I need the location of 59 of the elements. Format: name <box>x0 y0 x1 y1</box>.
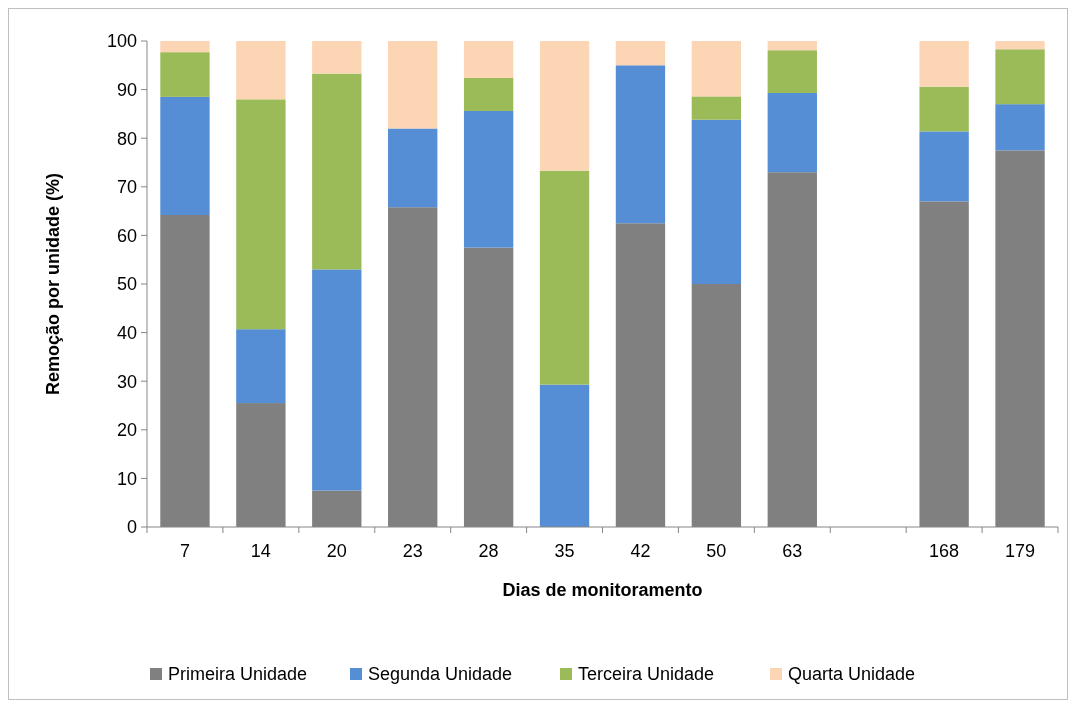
bar <box>995 49 1045 105</box>
bar <box>160 52 210 97</box>
y-tick-label: 90 <box>116 79 137 100</box>
y-tick-label: 60 <box>116 225 137 246</box>
bar <box>691 41 742 97</box>
legend-label: Primeira Unidade <box>168 664 308 685</box>
x-tick-label: 23 <box>402 541 423 561</box>
bar <box>236 99 286 330</box>
bar <box>919 41 969 87</box>
bar <box>463 110 514 248</box>
x-tick-label: 63 <box>782 541 803 561</box>
y-tick-label: 80 <box>116 128 137 149</box>
bar <box>691 96 742 120</box>
y-tick-label: 50 <box>116 274 137 295</box>
y-tick-label: 100 <box>106 31 137 52</box>
x-tick-label: 50 <box>706 541 727 561</box>
bar <box>312 269 362 491</box>
bar <box>767 50 817 93</box>
bar <box>539 170 590 385</box>
bar <box>767 93 817 173</box>
bar <box>312 73 362 270</box>
y-tick-label: 10 <box>116 468 137 489</box>
bar <box>236 329 286 404</box>
x-tick-label: 14 <box>250 541 271 561</box>
legend-label: Terceira Unidade <box>578 664 715 685</box>
bar <box>539 384 590 527</box>
x-tick-label: 20 <box>326 541 347 561</box>
x-tick-label: 179 <box>1005 541 1036 561</box>
bar <box>160 96 210 215</box>
bar <box>312 41 362 74</box>
bar <box>995 41 1045 50</box>
bar <box>539 41 590 171</box>
bar <box>995 104 1045 151</box>
x-tick-label: 28 <box>478 541 499 561</box>
bar <box>615 41 666 66</box>
x-axis-title: Dias de monitoramento <box>502 580 703 600</box>
bar <box>160 41 210 53</box>
bar <box>767 41 817 51</box>
bar <box>691 119 742 284</box>
x-tick-label: 42 <box>630 541 651 561</box>
y-tick-label: 70 <box>116 177 137 198</box>
x-tick-label: 7 <box>179 541 190 561</box>
bar <box>463 41 514 78</box>
y-tick-label: 40 <box>116 322 137 343</box>
bar <box>615 65 666 224</box>
bar <box>919 131 969 202</box>
bar <box>919 86 969 132</box>
y-tick-label: 20 <box>116 420 137 441</box>
bar <box>388 41 438 129</box>
bar <box>236 41 286 100</box>
bar <box>388 128 438 208</box>
x-tick-label: 35 <box>554 541 575 561</box>
y-axis-title: Remoção por unidade (%) <box>43 172 63 396</box>
y-tick-label: 0 <box>126 517 137 538</box>
legend-label: Segunda Unidade <box>368 664 513 685</box>
y-tick-label: 30 <box>116 371 137 392</box>
x-tick-label: 168 <box>929 541 960 561</box>
bar <box>463 77 514 111</box>
legend-label: Quarta Unidade <box>788 664 916 685</box>
